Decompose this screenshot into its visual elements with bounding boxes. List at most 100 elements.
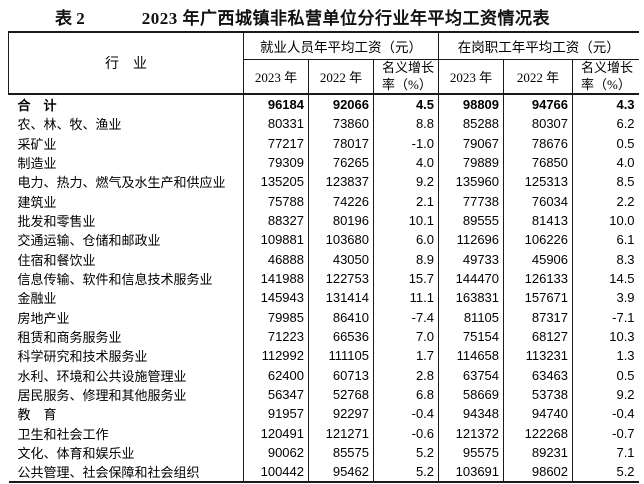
value-cell: 98602 <box>503 462 573 483</box>
value-cell: 62400 <box>243 365 309 385</box>
value-cell: 0.5 <box>572 365 639 385</box>
value-cell: 91957 <box>243 404 309 424</box>
value-cell: 123837 <box>308 172 374 192</box>
value-cell: 106226 <box>503 230 573 250</box>
value-cell: 3.9 <box>572 288 639 308</box>
wage-table: 行 业 就业人员年平均工资（元） 在岗职工年平均工资（元） 2023 年 202… <box>8 31 639 484</box>
value-cell: 90062 <box>243 442 309 463</box>
value-cell: 53738 <box>503 384 573 405</box>
industry-cell: 电力、热力、燃气及水生产和供应业 <box>17 175 226 191</box>
industry-cell: 建筑业 <box>17 194 57 210</box>
value-cell: 94348 <box>438 404 504 424</box>
value-cell: 77217 <box>243 133 309 153</box>
table-row: 电力、热力、燃气及水生产和供应业 135205 123837 9.2 135960 125… <box>9 172 639 192</box>
value-cell: 7.0 <box>372 326 439 347</box>
value-cell: 4.3 <box>572 94 639 114</box>
value-cell: -0.4 <box>572 404 639 424</box>
industry-cell: 采矿业 <box>17 136 57 152</box>
value-cell: 103680 <box>308 230 374 250</box>
value-cell: -0.4 <box>372 404 439 424</box>
value-cell: 5.2 <box>372 442 439 463</box>
value-cell: 122753 <box>308 268 374 289</box>
value-cell: 95462 <box>308 462 374 483</box>
table-row: 住宿和餐饮业 46888 43050 8.9 49733 45906 8.3 <box>9 249 639 269</box>
value-cell: 79889 <box>438 152 504 173</box>
value-cell: 135960 <box>438 172 504 192</box>
value-cell: 5.2 <box>572 462 639 483</box>
value-cell: 71223 <box>243 326 309 347</box>
table-title: 2023 年广西城镇非私营单位分行业年平均工资情况表 <box>141 8 550 28</box>
value-cell: 63463 <box>503 365 573 385</box>
header-group-row: 行 业 就业人员年平均工资（元） 在岗职工年平均工资（元） <box>8 32 639 95</box>
table-caption: 表 2 2023 年广西城镇非私营单位分行业年平均工资情况表 <box>0 2 644 30</box>
value-cell: -1.0 <box>372 133 439 153</box>
industry-cell: 教 育 <box>17 407 57 423</box>
value-cell: 1.7 <box>372 346 439 366</box>
value-cell: -0.6 <box>372 423 439 443</box>
value-cell: 111105 <box>308 346 374 366</box>
value-cell: -0.7 <box>572 423 639 443</box>
value-cell: 4.0 <box>572 152 639 173</box>
table-row: 采矿业 77217 78017 -1.0 79067 78676 0.5 <box>9 133 639 153</box>
industry-cell: 文化、体育和娱乐业 <box>17 446 135 462</box>
value-cell: 76850 <box>503 152 573 173</box>
value-cell: 121372 <box>438 423 504 443</box>
table-row: 批发和零售业 88327 80196 10.1 89555 81413 10.0 <box>9 210 639 231</box>
value-cell: 88327 <box>243 210 309 231</box>
value-cell: 135205 <box>243 172 309 192</box>
table-number-label: 表 2 <box>55 8 85 28</box>
industry-cell: 水利、环境和公共设施管理业 <box>17 368 187 384</box>
value-cell: 8.8 <box>372 114 439 134</box>
value-cell: 63754 <box>438 365 504 385</box>
value-cell: 80196 <box>308 210 374 231</box>
value-cell: 100442 <box>243 462 309 483</box>
industry-cell: 卫生和社会工作 <box>17 426 109 442</box>
industry-cell: 制造业 <box>17 155 57 171</box>
value-cell: 92066 <box>308 94 374 114</box>
header-employed-2023: 2023 年 <box>243 59 309 95</box>
industry-cell: 交通运输、仓储和邮政业 <box>17 233 161 249</box>
table-row: 合 计 96184 92066 4.5 98809 94766 4.3 <box>9 94 639 114</box>
table-row: 居民服务、修理和其他服务业 56347 52768 6.8 58669 53738 9.2 <box>9 384 639 405</box>
value-cell: 60713 <box>308 365 374 385</box>
table-row: 建筑业 75788 74226 2.1 77738 76034 2.2 <box>9 191 639 211</box>
value-cell: 112696 <box>438 230 504 250</box>
value-cell: 10.1 <box>372 210 439 231</box>
table-row: 教 育 91957 92297 -0.4 94348 94740 -0.4 <box>9 404 639 424</box>
value-cell: 78676 <box>503 133 573 153</box>
industry-cell: 居民服务、修理和其他服务业 <box>17 387 187 403</box>
value-cell: 2.1 <box>372 191 439 211</box>
value-cell: 75788 <box>243 191 309 211</box>
value-cell: 8.5 <box>572 172 639 192</box>
value-cell: 66536 <box>308 326 374 347</box>
value-cell: 79309 <box>243 152 309 173</box>
value-cell: 9.2 <box>372 172 439 192</box>
value-cell: 0.5 <box>572 133 639 153</box>
value-cell: 73860 <box>308 114 374 134</box>
value-cell: 79985 <box>243 307 309 327</box>
header-sub-row: 2023 年 2022 年 名义增长 率（%） 2023 年 2022 年 名义… <box>9 59 639 95</box>
table-body: 合 计 96184 92066 4.5 98809 94766 4.3 农、林、牧、渔业 803… <box>9 94 639 483</box>
table-row: 金融业 145943 131414 11.1 163831 157671 3.9 <box>9 288 639 308</box>
value-cell: 52768 <box>308 384 374 405</box>
value-cell: 157671 <box>503 288 573 308</box>
header-employed-nominal-growth: 名义增长 率（%） <box>372 59 439 95</box>
value-cell: 122268 <box>503 423 573 443</box>
value-cell: 6.1 <box>572 230 639 250</box>
table-row: 卫生和社会工作 120491 121271 -0.6 121372 122268 -0.7 <box>9 423 639 443</box>
value-cell: 89231 <box>503 442 573 463</box>
table-row: 房地产业 79985 86410 -7.4 81105 87317 -7.1 <box>9 307 639 327</box>
value-cell: 94766 <box>503 94 573 114</box>
industry-cell: 农、林、牧、渔业 <box>17 117 122 133</box>
value-cell: 98809 <box>438 94 504 114</box>
value-cell: 49733 <box>438 249 504 269</box>
value-cell: 45906 <box>503 249 573 269</box>
value-cell: 4.5 <box>372 94 439 114</box>
value-cell: 4.0 <box>372 152 439 173</box>
value-cell: 8.9 <box>372 249 439 269</box>
table-row: 制造业 79309 76265 4.0 79889 76850 4.0 <box>9 152 639 173</box>
value-cell: 2.8 <box>372 365 439 385</box>
value-cell: 78017 <box>308 133 374 153</box>
value-cell: 95575 <box>438 442 504 463</box>
